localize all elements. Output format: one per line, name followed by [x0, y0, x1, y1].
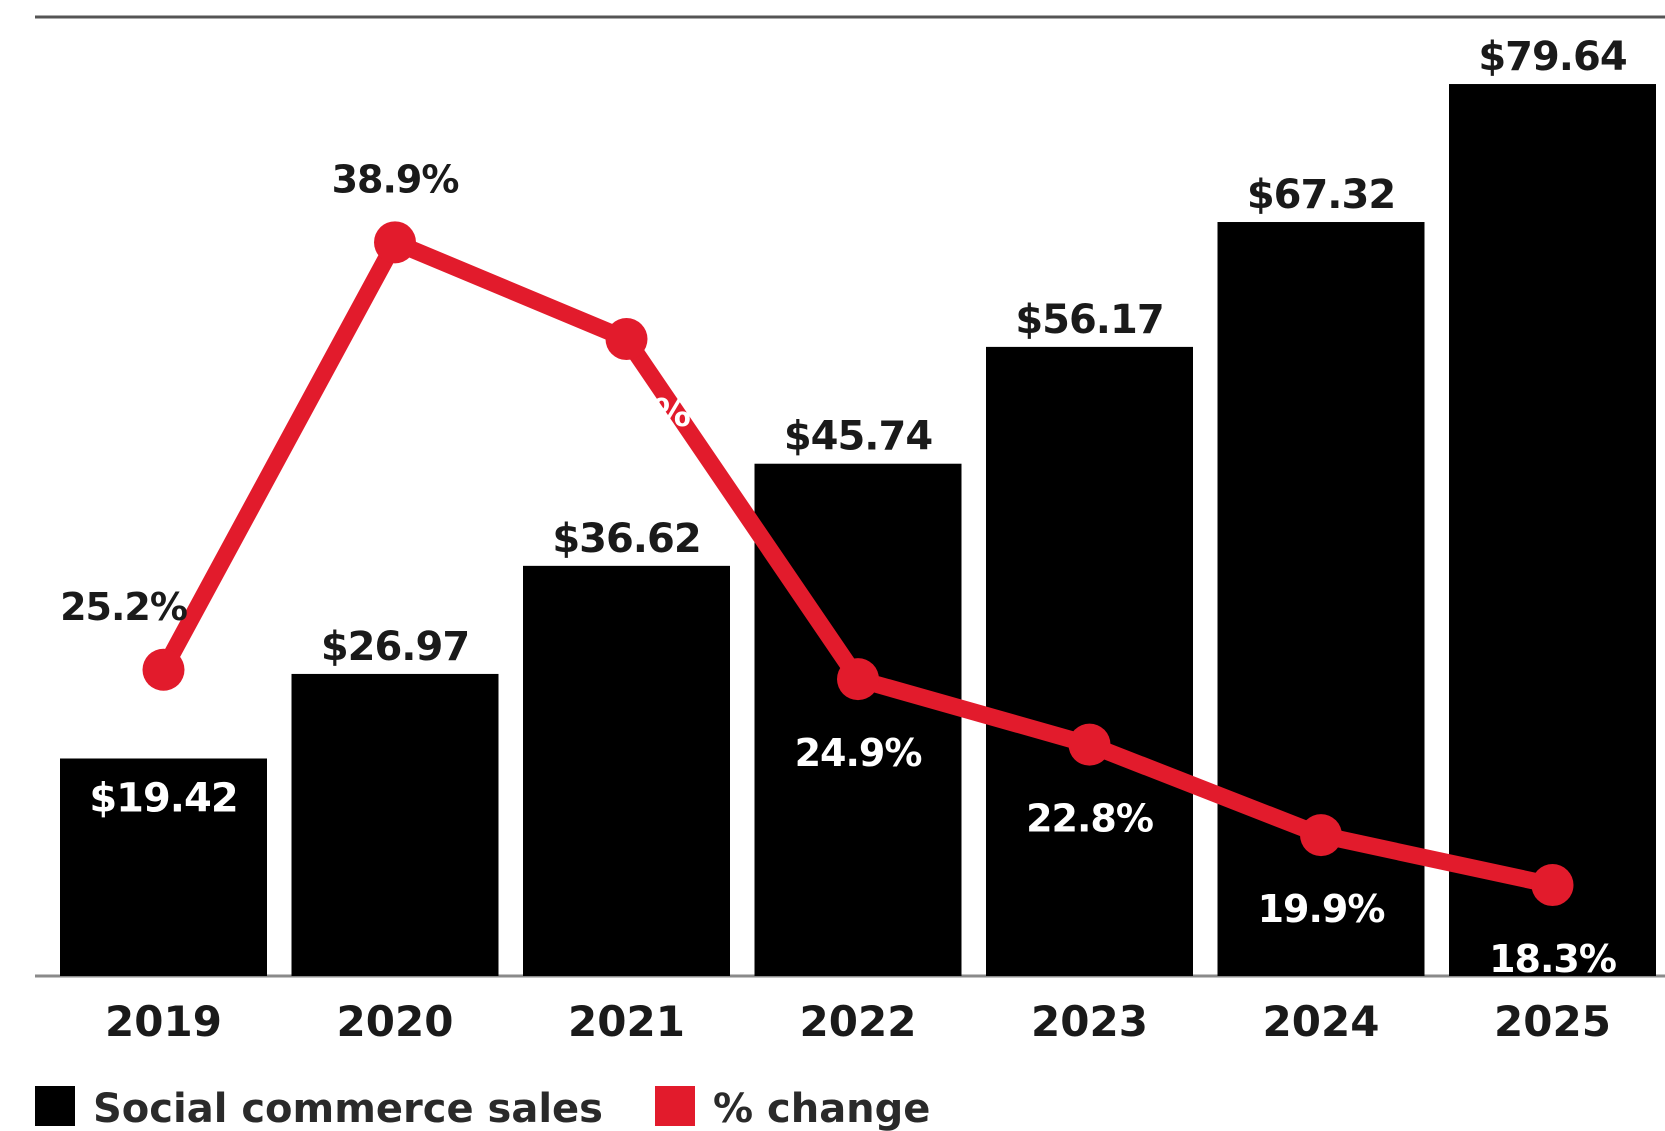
bar-value-label-2020: $26.97	[321, 624, 469, 670]
x-tick-2019: 2019	[105, 997, 222, 1046]
pct-label-2023: 22.8%	[1026, 797, 1153, 841]
bar-value-label-2023: $56.17	[1015, 297, 1163, 343]
bar-2024	[1217, 222, 1425, 977]
bar-2025	[1449, 84, 1656, 977]
x-tick-2023: 2023	[1031, 997, 1148, 1046]
pct-label-2019: 25.2%	[60, 585, 187, 629]
change-line	[142, 221, 1574, 907]
pct-label-2020: 38.9%	[332, 157, 459, 201]
bar-2019	[60, 758, 267, 976]
bar-2020	[291, 673, 499, 976]
pct-label-2021: 35.8%	[563, 391, 690, 435]
legend-label-1: % change	[713, 1086, 930, 1131]
legend-label-0: Social commerce sales	[93, 1086, 603, 1131]
legend-swatch-0	[35, 1086, 75, 1126]
change-point-2020	[374, 221, 416, 264]
pct-label-2025: 18.3%	[1489, 937, 1616, 981]
bar-value-label-2024: $67.32	[1247, 172, 1395, 218]
bar-value-label-2019: $19.42	[89, 775, 237, 821]
x-tick-2021: 2021	[568, 997, 685, 1046]
bar-2021	[523, 565, 730, 976]
bars	[60, 84, 1656, 977]
legend: Social commerce sales % change	[35, 1086, 930, 1131]
bar-2023	[986, 346, 1193, 976]
bar-value-label-2025: $79.64	[1478, 34, 1626, 80]
data-labels: $19.42 $26.97 $36.62 $45.74 $56.17 $67.32 $79.…	[60, 34, 1628, 981]
x-tick-2024: 2024	[1263, 997, 1380, 1046]
x-tick-2022: 2022	[800, 997, 917, 1046]
change-point-2022	[837, 658, 879, 701]
bar-value-label-2022: $45.74	[784, 414, 932, 460]
x-axis-ticks: 2019 2020 2021 2022 2023 2024 2025	[105, 997, 1611, 1046]
legend-swatch-1	[655, 1086, 695, 1126]
change-point-2025	[1531, 864, 1574, 907]
x-tick-2025: 2025	[1494, 997, 1611, 1046]
change-point-2019	[142, 648, 185, 691]
change-point-2024	[1300, 814, 1342, 857]
bar-value-label-2021: $36.62	[552, 516, 700, 562]
change-point-2021	[605, 318, 648, 361]
change-point-2023	[1068, 723, 1111, 766]
bar-2022	[754, 463, 962, 976]
x-tick-2020: 2020	[337, 997, 454, 1046]
pct-label-2024: 19.9%	[1258, 887, 1385, 931]
pct-label-2022: 24.9%	[795, 731, 922, 775]
